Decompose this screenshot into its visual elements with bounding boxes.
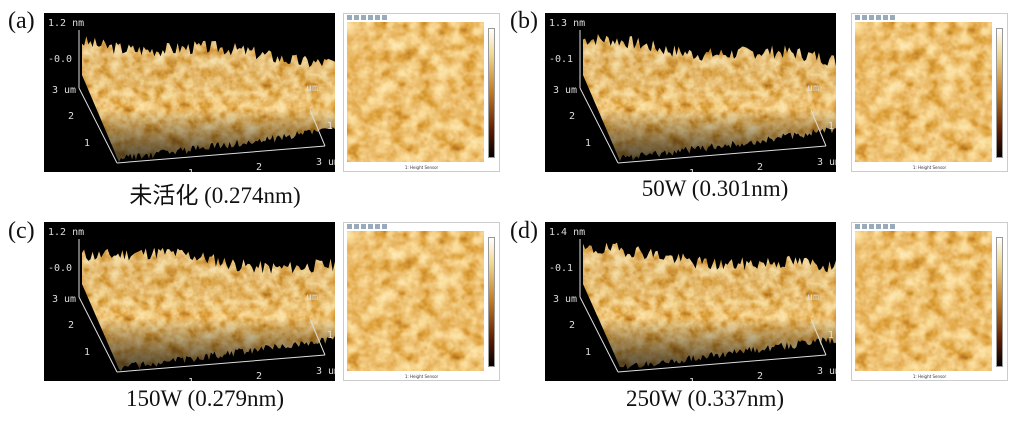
z-max-label: 1.4 nm [549, 227, 585, 238]
y-axis-tick: 2 [569, 320, 575, 331]
toolbar-icons [347, 15, 387, 20]
x-axis-tick: 3 um [316, 157, 335, 168]
depth-axis-tick: 1 [828, 330, 834, 341]
axis-box [579, 30, 827, 164]
depth-axis-tick: 1 [327, 330, 333, 341]
x-axis-tick: 2 [757, 162, 763, 172]
afm-2d-height-map: 1: Height Sensor [343, 13, 500, 172]
z-mid-label: -0.0 [48, 54, 72, 65]
height-map-image [855, 22, 992, 162]
y-axis-tick: 3 um [553, 294, 577, 305]
x-axis-tick: 1 [689, 168, 695, 172]
x-axis-tick: 1 [188, 168, 194, 172]
x-axis-tick: 2 [256, 371, 262, 381]
toolbar-icons [347, 224, 387, 229]
afm-3d-surface: 1.4 nm -0.1 3 um 2 1 1 2 3 um 1 um [545, 222, 836, 381]
toolbar-icons [855, 224, 895, 229]
map-footer: 1: Height Sensor [912, 165, 947, 170]
x-axis-tick: 2 [757, 371, 763, 381]
depth-axis-unit: um [807, 292, 819, 303]
depth-axis-unit: um [306, 83, 318, 94]
z-mid-label: -0.1 [549, 263, 573, 274]
z-max-label: 1.3 nm [549, 18, 585, 29]
x-axis-tick: 1 [689, 377, 695, 381]
x-axis-tick: 3 um [817, 366, 836, 377]
y-axis-tick: 1 [84, 347, 90, 358]
color-scale-bar [488, 28, 495, 158]
y-axis-tick: 1 [84, 138, 90, 149]
y-axis-tick: 3 um [553, 85, 577, 96]
height-map-image [855, 231, 992, 371]
panel-label: (b) [510, 8, 538, 34]
depth-axis-tick: 1 [327, 121, 333, 132]
surface-relief [82, 36, 335, 162]
panel-label: (a) [8, 8, 35, 34]
afm-3d-surface: 1.2 nm -0.0 3 um 2 1 1 2 3 um 1 um [44, 222, 335, 381]
panel-label: (c) [8, 218, 35, 244]
afm-2d-height-map: 1: Height Sensor [343, 222, 500, 381]
y-axis-tick: 1 [585, 347, 591, 358]
y-axis-tick: 2 [569, 111, 575, 122]
depth-axis-unit: um [807, 83, 819, 94]
panel-caption: 未活化 (0.274nm) [129, 183, 301, 208]
map-footer: 1: Height Sensor [404, 165, 439, 170]
y-axis-tick: 3 um [52, 85, 76, 96]
panel-caption: 50W (0.301nm) [641, 176, 789, 201]
depth-axis-unit: um [306, 292, 318, 303]
x-axis-tick: 3 um [817, 157, 836, 168]
depth-axis-tick: 1 [828, 121, 834, 132]
y-axis-tick: 2 [68, 111, 74, 122]
panel-caption: 150W (0.279nm) [125, 386, 285, 411]
z-max-label: 1.2 nm [48, 227, 84, 238]
y-axis-tick: 2 [68, 320, 74, 331]
z-mid-label: -0.0 [48, 263, 72, 274]
map-footer: 1: Height Sensor [912, 374, 947, 379]
color-scale-bar [488, 237, 495, 367]
height-map-image [347, 22, 484, 162]
axis-box [78, 30, 326, 164]
panel-label: (d) [510, 218, 538, 244]
z-max-label: 1.2 nm [48, 18, 84, 29]
surface-relief [583, 242, 836, 370]
axis-box [78, 239, 326, 373]
toolbar-icons [855, 15, 895, 20]
z-mid-label: -0.1 [549, 54, 573, 65]
axis-box [579, 239, 827, 373]
afm-3d-surface: 1.2 nm -0.0 3 um 2 1 1 2 3 um 1 um [44, 13, 335, 172]
afm-2d-height-map: 1: Height Sensor [851, 222, 1008, 381]
height-map-image [347, 231, 484, 371]
map-footer: 1: Height Sensor [404, 374, 439, 379]
y-axis-tick: 3 um [52, 294, 76, 305]
x-axis-tick: 1 [188, 377, 194, 381]
afm-2d-height-map: 1: Height Sensor [851, 13, 1008, 172]
x-axis-tick: 2 [256, 162, 262, 172]
color-scale-bar [996, 28, 1003, 158]
panel-caption: 250W (0.337nm) [625, 386, 785, 411]
y-axis-tick: 1 [585, 138, 591, 149]
color-scale-bar [996, 237, 1003, 367]
afm-3d-surface: 1.3 nm -0.1 3 um 2 1 1 2 3 um 1 um [545, 13, 836, 172]
x-axis-tick: 3 um [316, 366, 335, 377]
